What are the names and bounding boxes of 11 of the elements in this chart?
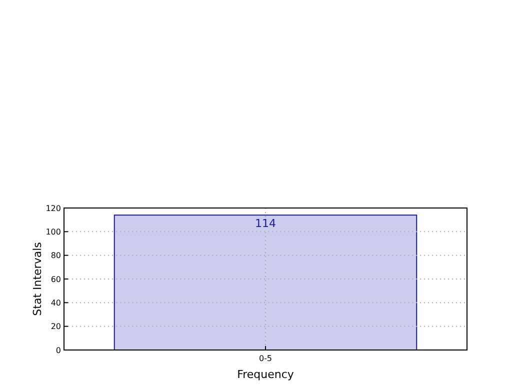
y-axis-title: Stat Intervals: [31, 242, 44, 316]
y-tick-label: 40: [50, 298, 61, 308]
data-label: 114: [255, 217, 276, 230]
y-tick-label: 0: [56, 346, 61, 355]
x-axis-title: Frequency: [237, 368, 294, 381]
y-tick-label: 80: [50, 251, 61, 260]
y-tick-label: 60: [50, 274, 61, 284]
y-tick-label: 20: [50, 322, 61, 332]
y-tick-label: 120: [46, 204, 61, 213]
x-tick-label: 0-5: [258, 354, 272, 363]
y-tick-label: 100: [46, 227, 61, 236]
